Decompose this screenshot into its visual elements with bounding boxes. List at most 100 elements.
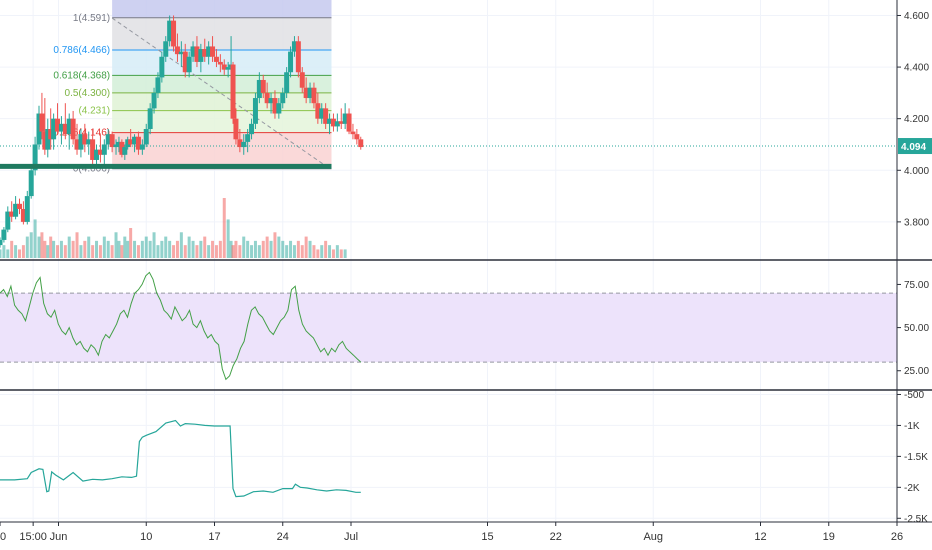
time-axis[interactable]: 0 15:00 Jun 10 17 24 Jul 15 22 Aug 12 19 26 — [0, 522, 903, 543]
volume-bar — [222, 198, 226, 258]
candle-body — [86, 139, 92, 145]
candle-body — [225, 67, 231, 70]
candle-body — [132, 136, 138, 145]
volume-bar — [144, 236, 148, 258]
price-tick-label: 4.400 — [904, 63, 929, 74]
volume-bar — [238, 245, 242, 258]
candle-body — [230, 64, 236, 119]
candle-body — [249, 123, 255, 135]
price-axis[interactable]: 4.600 4.400 4.200 4.000 3.800 75.00 50.00 25.00… — [897, 11, 932, 525]
last-price-label: 4.094 — [901, 142, 926, 153]
candle-body — [139, 144, 145, 150]
candle-body — [186, 56, 192, 73]
time-tick-label: Jun — [50, 531, 68, 543]
volume-bar — [257, 245, 261, 258]
candle-body — [303, 87, 309, 99]
fib-band — [112, 0, 332, 18]
volume-bar — [148, 240, 152, 258]
candle-body — [174, 46, 180, 55]
candle-body — [178, 51, 184, 55]
candle-body — [264, 92, 270, 104]
rsi-tick-label: 25.00 — [904, 366, 929, 377]
indicator-line — [0, 419, 361, 498]
volume-bar — [56, 245, 60, 258]
volume-bar — [71, 240, 75, 258]
candle-body — [0, 239, 3, 246]
candle-body — [58, 123, 64, 132]
trend-line-segment — [111, 17, 325, 166]
candle-body — [82, 134, 88, 145]
volume-bar — [79, 245, 83, 258]
candle-body — [116, 141, 122, 145]
volume-bar — [43, 240, 47, 258]
volume-bar — [229, 240, 233, 258]
time-tick-label: 17 — [208, 531, 220, 543]
candle-body — [217, 61, 223, 65]
volume-bar — [164, 236, 168, 258]
price-tick-label: 4.200 — [904, 114, 929, 125]
volume-bar — [324, 240, 328, 258]
candle-body — [24, 196, 30, 222]
fib-level-label: (4.231) — [78, 106, 110, 117]
volume-bar — [231, 245, 235, 258]
volume-bar — [175, 240, 179, 258]
volume-bar — [195, 245, 199, 258]
volume-bar — [183, 245, 187, 258]
volume-bar — [133, 240, 137, 258]
candle-body — [122, 147, 128, 155]
candle-body — [90, 139, 96, 160]
candle-body — [327, 118, 333, 124]
candle-body — [202, 49, 208, 57]
last-price-badge — [898, 138, 932, 155]
candle-body — [346, 113, 352, 132]
candle-body — [32, 144, 38, 171]
price-candles — [0, 15, 364, 248]
volume-bar — [18, 249, 21, 258]
candle-body — [167, 20, 173, 42]
candle-body — [291, 41, 297, 52]
volume-bar — [37, 236, 41, 258]
volume-bar — [75, 232, 79, 258]
candle-body — [237, 139, 243, 148]
volume-bar — [218, 240, 222, 258]
volume-bar — [335, 245, 339, 258]
time-tick-label: Aug — [643, 531, 663, 543]
fib-level-label: 0.786(4.466) — [53, 45, 110, 56]
volume-bar — [292, 245, 296, 258]
volume-bar — [281, 240, 285, 258]
candle-body — [190, 46, 196, 57]
indicator-tick-label: -1.5K — [904, 452, 928, 463]
volume-bar — [250, 245, 254, 258]
volume-bar — [2, 245, 6, 258]
volume-bar — [296, 240, 300, 258]
volume-bar — [285, 245, 289, 258]
candle-body — [288, 51, 294, 73]
candle-body — [280, 92, 286, 104]
candle-body — [268, 98, 274, 104]
candle-body — [1, 229, 7, 240]
time-tick-label: 10 — [140, 531, 152, 543]
candle-body — [74, 139, 80, 150]
candle-body — [48, 129, 54, 140]
rsi-tick-label: 75.00 — [904, 280, 929, 291]
volume-bar — [304, 236, 308, 258]
volume-bar — [343, 249, 347, 258]
volume-bar — [168, 240, 172, 258]
volume-bar — [98, 245, 102, 258]
candle-body — [311, 87, 317, 104]
candle-body — [20, 208, 26, 222]
trend-line[interactable] — [0, 17, 897, 166]
time-tick-label: 15 — [481, 531, 493, 543]
candle-body — [151, 92, 157, 109]
candle-body — [358, 139, 364, 148]
time-tick-label: Jul — [344, 531, 358, 543]
time-tick-label: 26 — [891, 531, 903, 543]
time-tick-label: 12 — [754, 531, 766, 543]
candle-body — [198, 49, 204, 62]
volume-bar — [316, 249, 320, 258]
candle-body — [171, 20, 177, 47]
rsi-line — [0, 271, 362, 381]
candle-body — [256, 79, 262, 99]
candle-body — [94, 149, 100, 160]
volume-bar — [214, 245, 218, 258]
